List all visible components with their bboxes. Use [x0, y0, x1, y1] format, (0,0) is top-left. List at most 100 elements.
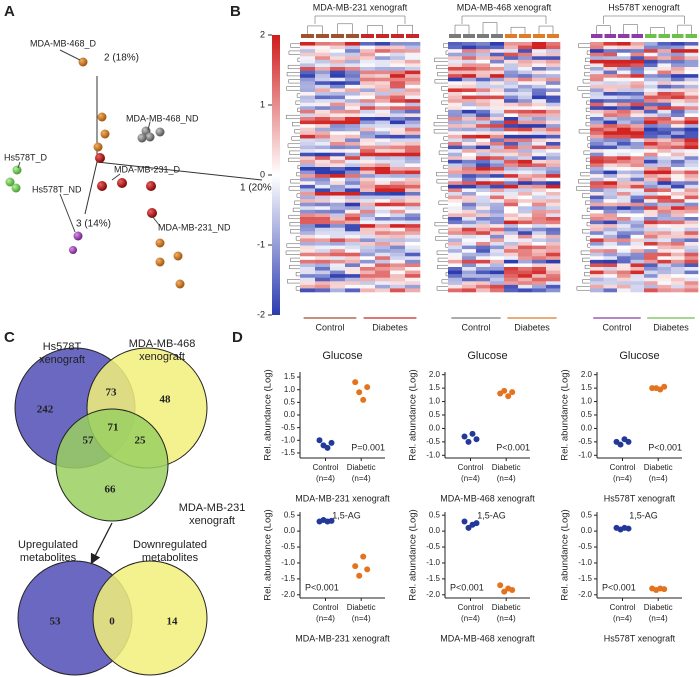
heatmap-cell: [590, 81, 604, 86]
heatmap-cell: [405, 238, 421, 243]
heatmap-cell: [644, 149, 658, 154]
heatmap-cell: [448, 156, 463, 161]
heatmap-cell: [448, 234, 463, 239]
heatmap-cell: [490, 174, 505, 179]
heatmap-cell: [644, 113, 658, 118]
heatmap-cell: [644, 81, 658, 86]
heatmap-cell: [532, 142, 547, 146]
panel-letter: D: [232, 329, 243, 346]
heatmap-cell: [644, 177, 658, 182]
heatmap-cell: [360, 99, 376, 104]
dendrogram-branch: [445, 50, 448, 55]
dendrogram-branch: [290, 229, 300, 234]
data-point: [473, 436, 480, 443]
heatmap-cell: [490, 74, 505, 79]
heatmap-cell: [518, 59, 533, 64]
heatmap-cell: [590, 188, 604, 193]
heatmap-cell: [532, 220, 547, 225]
heatmap-cell: [360, 113, 376, 118]
dendrogram-branch: [580, 250, 590, 255]
heatmap-cell: [644, 192, 658, 196]
heatmap-cell: [315, 124, 331, 129]
heatmap-cell: [518, 245, 533, 250]
plot-caption: MDA-MB-468 xenograft: [440, 633, 535, 643]
heatmap-cell: [476, 252, 491, 257]
y-axis-label: Rel. abundance (Log): [408, 369, 419, 460]
x-tick-label: Control: [458, 463, 484, 472]
data-point: [352, 379, 359, 386]
heatmap-cell: [644, 92, 658, 96]
heatmap-cell: [345, 242, 361, 246]
arrow: [90, 522, 113, 565]
heatmap-cell: [375, 167, 391, 171]
heatmap-cell: [476, 102, 491, 107]
heatmap-cell: [671, 113, 685, 118]
y-tick-label: -1.0: [281, 435, 295, 444]
heatmap-cell: [345, 288, 361, 293]
heatmap-cell: [462, 281, 477, 286]
heatmap-cell: [360, 199, 376, 204]
heatmap-cell: [490, 81, 505, 86]
heatmap-cell: [300, 99, 316, 104]
heatmap-cell: [617, 267, 631, 271]
heatmap-cell: [476, 59, 491, 64]
heatmap-cell: [300, 288, 316, 293]
heatmap-cell: [448, 213, 463, 218]
heatmap-cell: [300, 256, 316, 261]
heatmap-cell: [590, 124, 604, 129]
heatmap-cell: [518, 213, 533, 218]
dendrogram-branch: [482, 22, 498, 36]
heatmap-cell: [644, 109, 658, 114]
heatmap-cell: [617, 192, 631, 196]
heatmap-cell: [448, 256, 463, 261]
heatmap-cell: [630, 184, 645, 189]
heatmap-cell: [330, 142, 346, 146]
plot-title: 1,5-AG: [332, 510, 361, 520]
heatmap-cell: [490, 234, 505, 239]
heatmap-cell: [518, 81, 533, 86]
heatmap-cell: [603, 99, 618, 104]
heatmap-cell: [590, 256, 604, 261]
heatmap-cell: [657, 42, 672, 46]
heatmap-cell: [546, 138, 561, 143]
heatmap-cell: [546, 274, 561, 279]
heatmap-cell: [518, 159, 533, 164]
heatmap-cell: [360, 249, 376, 254]
heatmap-cell: [300, 206, 316, 211]
heatmap-cell: [448, 224, 463, 229]
group-label: Diabetes: [514, 322, 550, 332]
heatmap-cell: [300, 131, 316, 136]
heatmap-cell: [300, 195, 316, 200]
heatmap-cell: [490, 267, 505, 271]
heatmap-cell: [590, 224, 604, 229]
heatmap-cell: [448, 274, 463, 279]
heatmap-cell: [684, 63, 699, 68]
heatmap-cell: [448, 127, 463, 132]
y-tick-label: 0.5: [581, 410, 593, 419]
heatmap-cell: [448, 49, 463, 54]
heatmap-cell: [617, 124, 631, 129]
heatmap-cell: [671, 177, 685, 182]
group-bar: [685, 34, 697, 38]
venn-label: metabolites: [20, 552, 77, 564]
heatmap-cell: [644, 188, 658, 193]
heatmap-cell: [375, 170, 391, 175]
heatmap-cell: [476, 145, 491, 150]
label-leaders: [17, 49, 161, 233]
heatmap-cell: [590, 42, 604, 46]
heatmap-cell: [375, 195, 391, 200]
x-tick-label: Control: [458, 603, 484, 612]
heatmap-cell: [360, 167, 376, 171]
heatmap-cell: [644, 209, 658, 214]
heatmap-cell: [448, 245, 463, 250]
heatmap-cell: [476, 209, 491, 214]
heatmap-cell: [300, 181, 316, 186]
heatmap-cell: [300, 277, 316, 282]
heatmap-cell: [603, 70, 618, 75]
heatmap-cell: [360, 74, 376, 79]
data-point: [364, 384, 371, 391]
heatmap-cell: [504, 277, 519, 282]
heatmap-cell: [518, 177, 533, 182]
heatmap-cell: [448, 277, 463, 282]
heatmap-cell: [657, 99, 672, 104]
